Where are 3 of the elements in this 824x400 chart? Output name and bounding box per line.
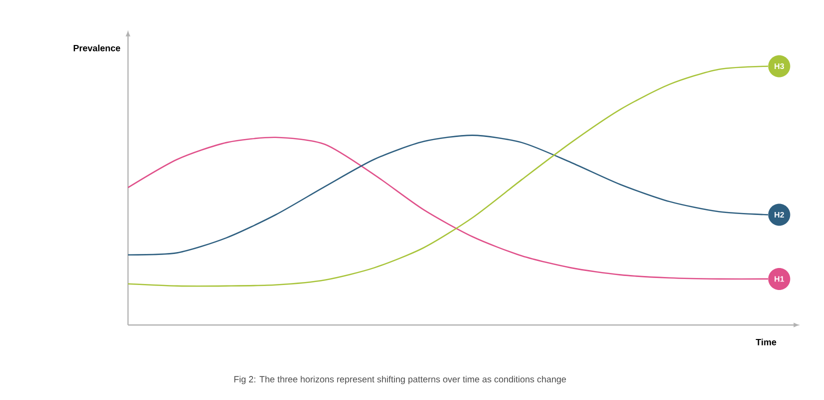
y-axis-title: Prevalence xyxy=(74,44,120,52)
x-axis-title: Time xyxy=(756,338,776,346)
caption: Fig 2: The three horizons represent shifting patterns over time as conditions change xyxy=(234,376,566,384)
